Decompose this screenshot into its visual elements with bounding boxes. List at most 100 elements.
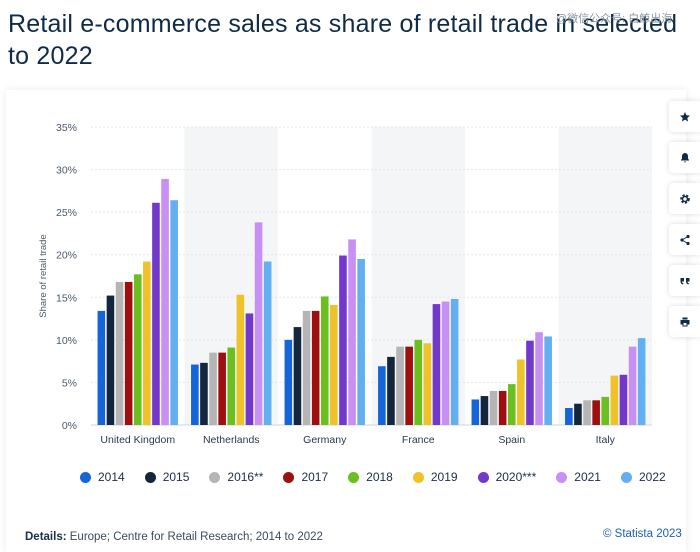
sidebar-toolbar [669, 101, 700, 347]
legend-item[interactable]: 2020*** [477, 470, 537, 484]
bar-2015-france [387, 356, 395, 425]
x-tick-label: United Kingdom [100, 434, 175, 446]
bar-2014-spain [471, 399, 480, 425]
bar-2019-spain [517, 359, 525, 425]
y-tick-label: 0% [62, 420, 77, 432]
bar-2022-italy [637, 338, 646, 425]
quote-icon [680, 277, 689, 284]
star-icon [679, 111, 690, 121]
bar-2019-netherlands [236, 294, 245, 425]
y-axis-title: Share of retail trade [38, 234, 49, 317]
settings-button[interactable] [669, 183, 700, 214]
bar-2017-italy [592, 400, 600, 425]
bar-2020-germany [339, 255, 347, 425]
share-button[interactable] [669, 224, 700, 255]
legend-item[interactable]: 2016** [209, 470, 263, 484]
bar-2021-germany [348, 239, 356, 425]
bar-2018-italy [601, 396, 610, 425]
bar-2017-france [405, 346, 413, 425]
legend-marker [80, 471, 91, 483]
bar-2016-france [396, 346, 404, 425]
bar-2014-france [378, 366, 386, 425]
legend-marker [477, 471, 489, 483]
x-tick-label: Germany [303, 434, 347, 446]
y-tick-label: 30% [56, 165, 77, 177]
y-tick-label: 10% [56, 335, 77, 347]
bar-2022-germany [357, 258, 365, 425]
bar-2017-united-kingdom [124, 281, 133, 425]
legend-marker [144, 471, 156, 483]
y-tick-label: 15% [56, 292, 77, 304]
chart: 0% 5% 10% 15% 20% 25% 30% 35% Share of retail tr… [38, 122, 652, 446]
notification-button[interactable] [669, 142, 700, 173]
print-button[interactable] [669, 306, 700, 337]
bar-2014-united-kingdom [97, 310, 106, 425]
category-band [558, 127, 652, 425]
legend-label: 2019 [430, 470, 458, 484]
legend-marker [412, 471, 424, 483]
legend-label: 2022 [638, 470, 666, 484]
legend-label: 2016** [227, 470, 264, 484]
legend-item[interactable]: 2021 [556, 470, 601, 484]
gear-icon [679, 193, 690, 204]
bar-2016-italy [583, 400, 591, 425]
y-tick-label: 35% [56, 122, 77, 134]
legend-label: 2018 [366, 470, 393, 484]
bar-2020-france [432, 304, 441, 425]
legend-item[interactable]: 2017 [283, 470, 328, 484]
legend-item[interactable]: 2015 [144, 470, 189, 484]
bar-2014-netherlands [191, 364, 199, 425]
bar-2022-united-kingdom [170, 200, 178, 425]
bar-2021-united-kingdom [161, 178, 169, 425]
legend-label: 2020*** [495, 470, 537, 484]
bar-2015-netherlands [200, 362, 208, 425]
bar-2020-italy [619, 374, 628, 425]
bar-2017-spain [498, 390, 507, 425]
legend: 2014 2015 2016** 2017 2018 2019 2020*** 2021 202… [80, 469, 686, 485]
bar-2018-united-kingdom [133, 274, 142, 425]
legend-item[interactable]: 2019 [412, 470, 458, 484]
bar-2021-france [441, 301, 450, 425]
details-label: Details: [25, 531, 67, 543]
bar-2016-united-kingdom [115, 281, 124, 425]
bar-2014-italy [565, 407, 573, 425]
bar-2015-germany [293, 327, 302, 425]
page-title: Retail e-commerce sales as share of reta… [8, 10, 678, 70]
bar-2019-united-kingdom [143, 261, 151, 425]
cite-button[interactable] [669, 265, 700, 296]
details: Details: Europe; Centre for Retail Resea… [25, 531, 323, 543]
x-tick-label: Netherlands [203, 434, 260, 446]
bar-2022-france [450, 298, 459, 425]
legend-marker [209, 471, 221, 483]
bar-2021-netherlands [254, 222, 263, 425]
y-tick-label: 5% [62, 377, 77, 389]
bar-2020-netherlands [245, 313, 254, 425]
favorite-button[interactable] [669, 101, 700, 132]
bar-2015-united-kingdom [106, 295, 115, 425]
chart-card: 0% 5% 10% 15% 20% 25% 30% 35% Share of retail tr… [6, 90, 686, 552]
details-text: Europe; Centre for Retail Research; 2014… [69, 531, 323, 543]
legend-label: 2014 [98, 470, 125, 484]
legend-item[interactable]: 2022 [620, 470, 666, 484]
bar-2017-germany [311, 310, 320, 425]
copyright-link[interactable]: © Statista 2023 [603, 528, 682, 540]
bar-2018-spain [507, 384, 516, 425]
legend-item[interactable]: 2018 [348, 470, 393, 484]
bar-2016-spain [489, 390, 498, 425]
bar-2014-germany [284, 339, 293, 425]
x-tick-label: France [402, 434, 435, 446]
y-tick-label: 20% [56, 250, 77, 262]
bar-2016-germany [302, 310, 311, 425]
bar-2021-spain [535, 332, 543, 425]
legend-marker [283, 471, 295, 483]
legend-item[interactable]: 2014 [80, 470, 125, 484]
legend-marker [348, 471, 360, 483]
y-tick-label: 25% [56, 207, 77, 219]
x-tick-label: Italy [596, 434, 616, 446]
bar-2019-germany [330, 304, 338, 425]
x-tick-label: Spain [498, 434, 525, 446]
watermark: @微信公众号: 白鲸出海 [556, 13, 673, 25]
bar-2017-netherlands [218, 352, 226, 425]
bell-icon [680, 152, 689, 162]
bar-2020-spain [526, 340, 534, 425]
